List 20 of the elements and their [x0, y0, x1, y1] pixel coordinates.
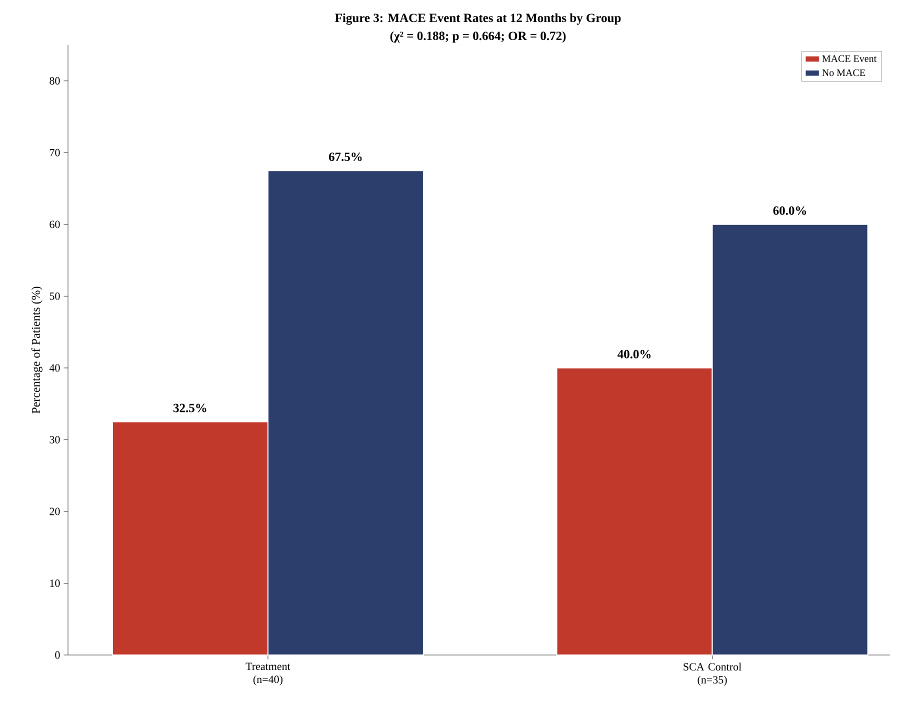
chart-title: Figure 3: MACE Event Rates at 12 Months by Group [335, 13, 621, 25]
y-tick-label: 50 [50, 292, 60, 300]
y-tick-label: 60 [50, 220, 60, 228]
data-label: 60.0% [773, 206, 806, 215]
legend-label: No MACE [822, 69, 865, 76]
y-tick-label: 40 [49, 364, 60, 372]
chart-subtitle: (χ² = 0.188; p = 0.664; OR = 0.72) [390, 31, 566, 43]
y-tick-label: 10 [50, 580, 60, 587]
x-tick-label: SCA Control (n=35) [684, 662, 742, 686]
x-tick-label: Treatment (n=40) [246, 662, 290, 686]
y-axis-title: Percentage of Patients (%) [31, 286, 42, 414]
y-tick-label: 20 [50, 508, 60, 516]
legend-label: MACE Event [822, 55, 877, 62]
y-tick-label: 30 [50, 436, 60, 444]
data-label: 32.5% [173, 404, 206, 412]
y-tick-label: 80 [50, 77, 60, 85]
data-label: 40.0% [618, 350, 651, 358]
y-tick-label: 70 [50, 148, 60, 156]
data-label: 67.5% [328, 152, 362, 162]
y-tick-label: 0 [55, 651, 60, 659]
